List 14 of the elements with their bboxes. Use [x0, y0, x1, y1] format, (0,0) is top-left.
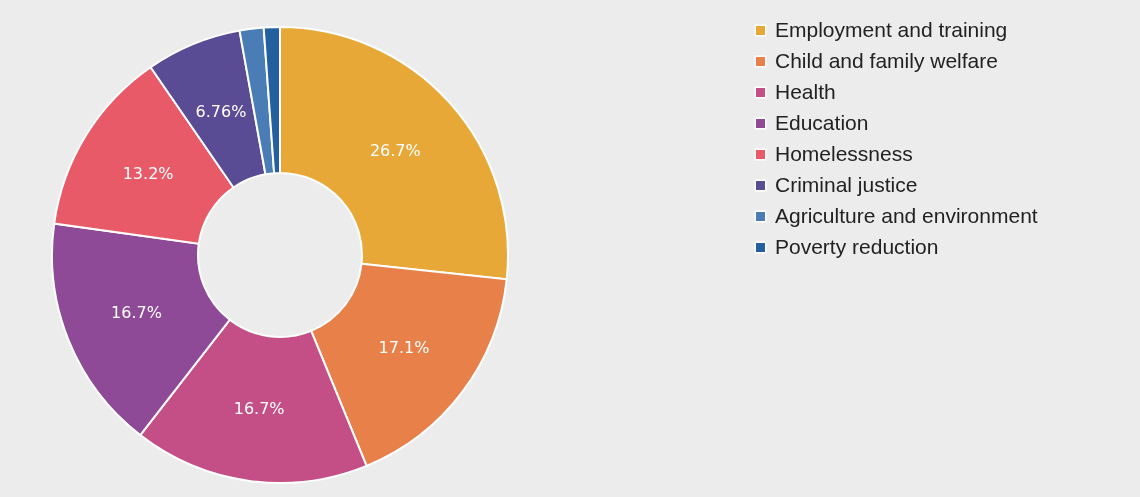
- legend-label: Child and family welfare: [775, 48, 998, 72]
- legend-label: Criminal justice: [775, 172, 918, 196]
- legend-label: Agriculture and environment: [775, 203, 1038, 227]
- legend-label: Poverty reduction: [775, 234, 939, 258]
- legend-label: Homelessness: [775, 141, 913, 165]
- legend-label: Employment and training: [775, 17, 1008, 41]
- legend-label: Health: [775, 79, 836, 103]
- data-label: 6.76%: [195, 101, 247, 121]
- data-label: 13.2%: [122, 163, 174, 183]
- data-label: 26.7%: [369, 141, 421, 161]
- legend-label: Education: [775, 110, 869, 134]
- data-label: 17.1%: [378, 338, 430, 358]
- data-label: 16.7%: [233, 398, 285, 418]
- data-label: 16.7%: [111, 303, 162, 323]
